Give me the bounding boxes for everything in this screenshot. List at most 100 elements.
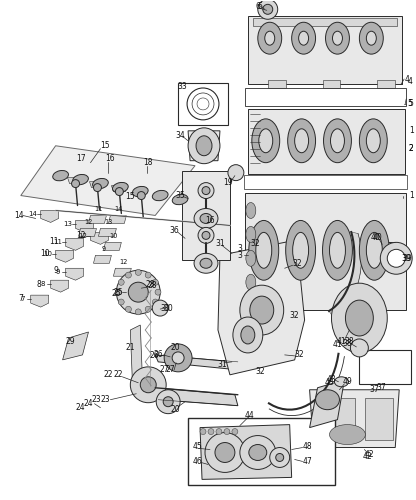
Text: 20: 20 [170,344,180,352]
Text: 30: 30 [160,304,170,312]
Bar [359,350,411,384]
Text: 11: 11 [49,237,58,246]
Text: 41: 41 [333,340,342,349]
Ellipse shape [324,119,352,162]
Polygon shape [21,146,195,216]
Ellipse shape [316,390,339,409]
Text: 34: 34 [175,132,185,140]
Text: 37: 37 [376,384,386,392]
Polygon shape [67,178,84,184]
Ellipse shape [252,119,280,162]
Bar [248,109,405,174]
Polygon shape [66,238,84,250]
Ellipse shape [116,289,121,295]
Text: 30: 30 [163,304,173,312]
Text: 1: 1 [409,126,414,136]
Ellipse shape [155,289,161,295]
Ellipse shape [249,220,279,280]
Text: 32: 32 [250,239,260,248]
Ellipse shape [332,31,342,45]
Text: 8: 8 [36,280,41,288]
Ellipse shape [263,4,273,15]
Ellipse shape [194,254,218,273]
Text: 4: 4 [405,74,410,84]
Polygon shape [114,268,131,276]
Ellipse shape [246,250,256,266]
Text: 4: 4 [408,76,413,86]
Text: 5: 5 [409,100,414,108]
Ellipse shape [156,390,180,413]
Polygon shape [218,240,305,375]
Text: 9: 9 [55,269,60,275]
Ellipse shape [172,194,188,204]
Ellipse shape [241,326,255,344]
Ellipse shape [130,367,166,402]
Text: 44: 44 [245,411,255,420]
Text: 28: 28 [146,280,155,288]
Polygon shape [89,182,105,188]
Ellipse shape [232,428,238,434]
Ellipse shape [240,436,276,470]
Text: 35: 35 [175,191,185,200]
Polygon shape [155,355,238,370]
Ellipse shape [366,31,376,45]
Text: 33: 33 [177,82,187,92]
Text: 3: 3 [237,244,242,253]
Text: 5: 5 [408,100,413,108]
Ellipse shape [216,428,222,434]
Text: 23: 23 [101,395,110,404]
Ellipse shape [187,88,219,120]
Bar [377,80,395,88]
Bar [188,418,335,486]
Ellipse shape [380,242,412,274]
Text: 32: 32 [293,259,302,268]
Polygon shape [51,280,69,292]
Text: 38: 38 [343,340,352,348]
Text: 13: 13 [63,222,72,228]
Polygon shape [130,325,142,380]
Ellipse shape [72,180,79,188]
Ellipse shape [197,98,209,110]
Ellipse shape [128,282,148,302]
Ellipse shape [115,188,124,196]
Text: 8: 8 [40,281,45,287]
Ellipse shape [240,285,284,335]
Text: 2: 2 [409,144,414,153]
Text: 7: 7 [20,296,25,302]
Ellipse shape [202,232,210,239]
Text: 42: 42 [364,450,374,459]
Ellipse shape [292,232,309,268]
Ellipse shape [145,272,151,278]
Ellipse shape [246,274,256,290]
Text: 6: 6 [255,2,260,11]
Bar [373,242,395,254]
Ellipse shape [152,299,158,305]
Ellipse shape [288,119,316,162]
Text: 16: 16 [205,216,215,225]
Ellipse shape [126,306,131,312]
Ellipse shape [208,428,214,434]
Polygon shape [99,228,116,236]
Text: 17: 17 [76,154,85,163]
Text: 31: 31 [215,239,225,248]
Text: 6: 6 [258,2,262,11]
Ellipse shape [286,220,316,280]
Ellipse shape [334,377,349,387]
Ellipse shape [116,270,160,314]
Text: 42: 42 [362,452,372,461]
Ellipse shape [270,448,290,468]
Ellipse shape [152,300,168,316]
Polygon shape [188,131,220,160]
Text: 15: 15 [126,192,135,201]
Text: 38: 38 [344,338,354,346]
Text: 18: 18 [144,158,153,167]
Text: 9: 9 [102,246,106,252]
Text: 1: 1 [409,191,414,200]
Ellipse shape [140,377,156,392]
Text: 40: 40 [372,233,382,242]
Text: 3: 3 [237,251,242,260]
Polygon shape [91,232,109,244]
Text: 14: 14 [114,206,123,212]
Text: 22: 22 [104,370,113,380]
Polygon shape [310,390,399,448]
